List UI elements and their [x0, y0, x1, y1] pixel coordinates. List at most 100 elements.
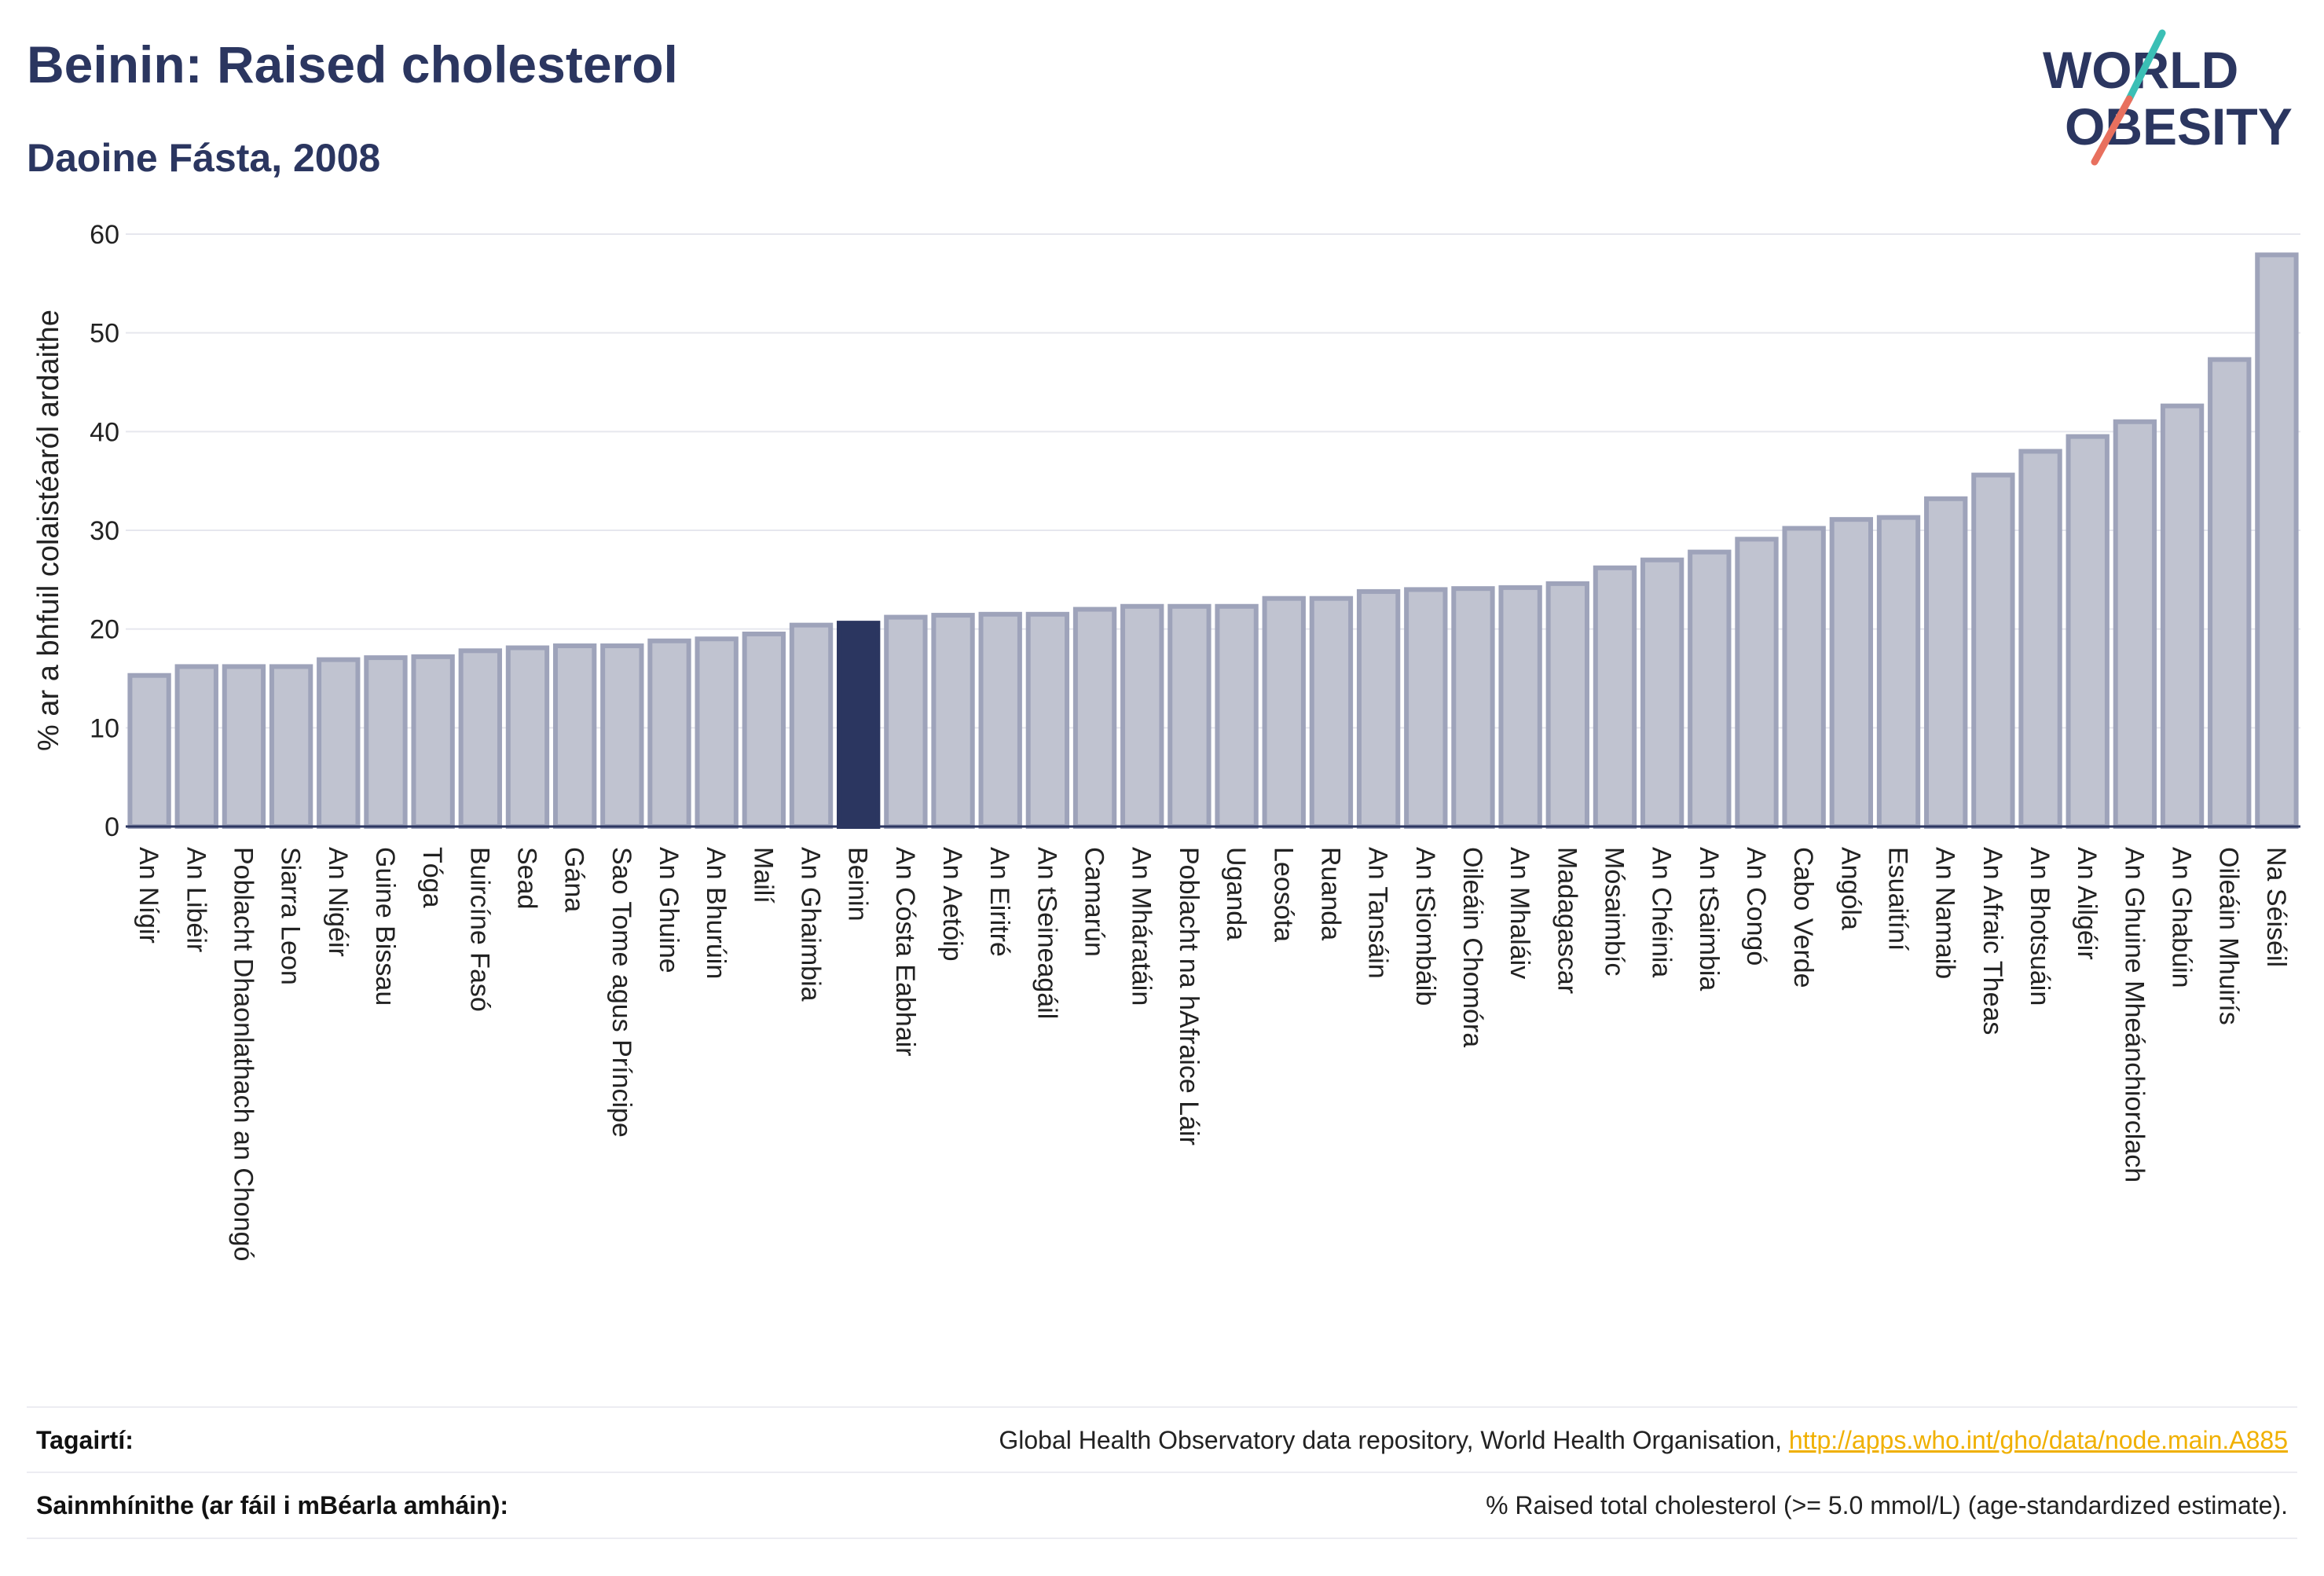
category-label: An Ghaimbia — [796, 847, 826, 1002]
category-label: An Nígir — [134, 847, 163, 944]
bar — [2018, 449, 2062, 829]
logo-slash-coral — [2091, 95, 2133, 166]
category-label: An Mhaláiv — [1505, 847, 1534, 979]
category-label: Gána — [559, 847, 589, 912]
category-label: Esuaitíní — [1883, 847, 1913, 951]
bar — [647, 638, 691, 829]
bar — [2066, 434, 2110, 829]
y-tick-label: 0 — [104, 812, 119, 842]
y-tick-label: 60 — [90, 220, 119, 250]
category-label: Beinin — [843, 847, 873, 922]
bar — [552, 643, 597, 830]
bar — [1735, 537, 1779, 829]
category-label: An tSeineagáil — [1032, 847, 1061, 1019]
category-label: An Nigéir — [323, 847, 353, 957]
bar — [222, 664, 266, 829]
bar — [1356, 588, 1401, 829]
category-label: An Mháratáin — [1127, 847, 1157, 1006]
bar — [1829, 517, 1874, 830]
bar — [2255, 252, 2299, 829]
category-label: An tSaimbia — [1694, 847, 1724, 991]
bar — [505, 645, 550, 829]
category-label: An Cósta Eabhair — [890, 847, 920, 1057]
bar-chart: 0 10 20 30 40 50 60 An Nígir An Libéir Poblacht … — [32, 220, 2300, 1261]
bar — [1876, 515, 1921, 829]
bar — [127, 673, 171, 829]
bar — [1025, 611, 1070, 829]
y-tick-labels: 0 10 20 30 40 50 60 — [90, 220, 119, 842]
references-row: Tagairtí: Global Health Observatory data… — [27, 1406, 2297, 1472]
bar — [269, 664, 313, 829]
y-tick-label: 40 — [90, 417, 119, 447]
bar — [364, 655, 408, 829]
category-label: Leosóta — [1268, 847, 1298, 942]
category-label: An Namaib — [1930, 847, 1960, 979]
category-label: An Tansáin — [1363, 847, 1393, 979]
category-label: Guine Bissau — [370, 847, 400, 1006]
y-tick-label: 20 — [90, 615, 119, 645]
bar — [978, 611, 1022, 829]
category-label: Buircíne Fasó — [464, 847, 494, 1012]
bar — [789, 622, 834, 829]
bar — [1924, 496, 1968, 830]
bar — [2208, 357, 2252, 829]
bar — [458, 648, 502, 830]
category-label: An Ghuine Mheánchiorclach — [2119, 847, 2149, 1182]
category-label: An Afraic Theas — [1978, 847, 2007, 1035]
bar — [742, 631, 786, 830]
y-axis-title: % ar a bhfuil colaistéaról ardaithe — [32, 310, 65, 751]
y-tick-label: 30 — [90, 516, 119, 546]
bar — [174, 664, 218, 829]
category-label: Madagascar — [1552, 847, 1582, 994]
category-label: An Bhurúin — [701, 847, 731, 979]
category-label: An tSiombáib — [1410, 847, 1440, 1006]
y-tick-label: 10 — [90, 713, 119, 743]
bar — [1120, 603, 1164, 829]
bar — [1072, 607, 1117, 829]
bar — [1498, 585, 1542, 829]
category-label: Mósaimbíc — [1599, 847, 1629, 976]
category-label: Camarún — [1080, 847, 1109, 957]
bar — [1545, 581, 1589, 829]
category-labels: An Nígir An Libéir Poblacht Dhaonlathach a… — [134, 847, 2291, 1261]
definitions-label: Sainmhínithe (ar fáil i mBéarla amháin): — [36, 1490, 509, 1519]
category-label: An Aetóip — [937, 847, 967, 962]
category-label: Oileáin Chomóra — [1457, 847, 1487, 1047]
category-label: Ruanda — [1315, 847, 1345, 940]
chart-title: Beinin: Raised cholesterol — [27, 35, 678, 93]
category-label: Sao Tome agus Príncipe — [607, 847, 636, 1138]
category-label: Na Séiséil — [2261, 847, 2291, 967]
category-label: Angóla — [1835, 847, 1865, 930]
bar — [600, 643, 644, 830]
y-tick-label: 50 — [90, 319, 119, 349]
category-label: An Ailgéir — [2072, 847, 2102, 960]
bar — [1971, 472, 2015, 829]
category-label: An Bhotsuáin — [2025, 847, 2055, 1006]
bar — [1309, 596, 1354, 830]
category-label: An Ghabúin — [2167, 847, 2197, 988]
references-label: Tagairtí: — [36, 1425, 134, 1454]
references-link[interactable]: http://apps.who.int/gho/data/node.main.A… — [1788, 1425, 2288, 1454]
bar — [1593, 565, 1637, 830]
definitions-value: % Raised total cholesterol (>= 5.0 mmol/… — [1486, 1490, 2288, 1519]
bars — [127, 252, 2299, 830]
world-obesity-logo: WORLD OBESITY — [2043, 29, 2293, 166]
category-label: An Ghuine — [654, 847, 684, 973]
category-label: Cabo Verde — [1788, 847, 1818, 988]
bar — [931, 613, 975, 829]
logo-slash-teal — [2125, 29, 2166, 103]
bar — [1262, 596, 1306, 830]
category-label: Poblacht na hAfraice Láir — [1174, 847, 1204, 1145]
bar — [837, 621, 881, 829]
category-label: Poblacht Dhaonlathach an Chongó — [228, 847, 258, 1261]
category-label: Mailí — [748, 847, 778, 903]
bar — [1640, 557, 1684, 829]
category-label: Sead — [511, 847, 541, 909]
bar — [411, 654, 455, 829]
references-text: Global Health Observatory data repositor… — [999, 1425, 1789, 1454]
bar — [1215, 603, 1259, 829]
bar — [1451, 586, 1495, 829]
bar — [1167, 603, 1211, 829]
bar — [695, 636, 739, 829]
bar — [2160, 403, 2205, 829]
